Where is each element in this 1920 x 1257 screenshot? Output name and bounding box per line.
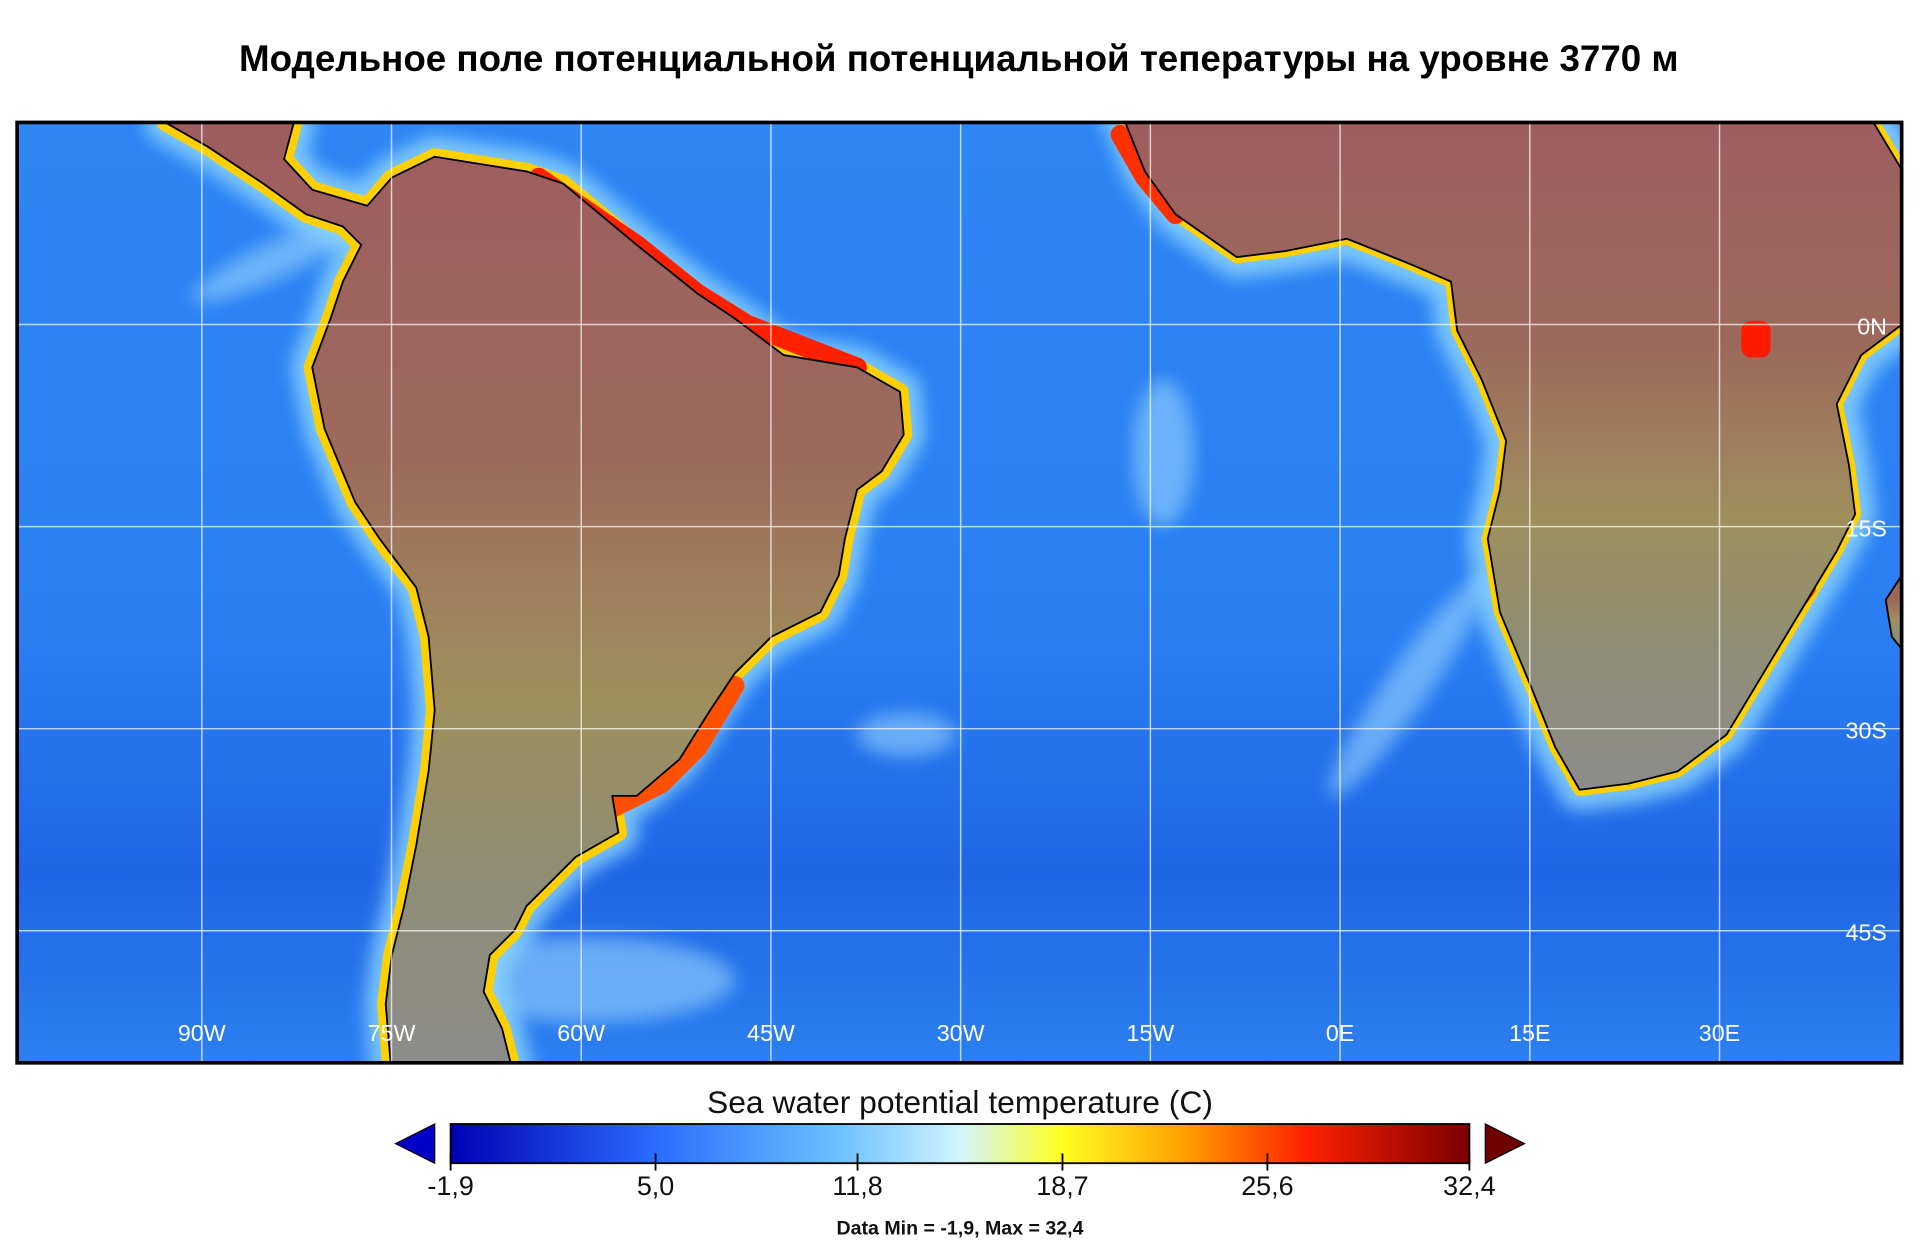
lat-label: 45S — [1846, 920, 1887, 946]
colorbar-tick-label: 25,6 — [1241, 1171, 1293, 1201]
map-frame — [15, 120, 1904, 1065]
lake — [1741, 320, 1771, 358]
africa — [1124, 122, 1902, 791]
lon-label: 15E — [1509, 1020, 1550, 1046]
continents — [164, 122, 1902, 1063]
lon-label: 90W — [178, 1020, 226, 1046]
colorbar — [449, 1123, 1471, 1165]
lon-label: 75W — [368, 1020, 416, 1046]
colorbar-under-arrow — [394, 1123, 436, 1165]
colorbar-tick-label: -1,9 — [427, 1171, 473, 1201]
shelf-features — [192, 212, 1488, 1023]
graticule: 90W 75W 60W 45W 30W 15W 0E 15E 30E 0N 15S 30S 45S — [17, 122, 1902, 1063]
lat-label: 15S — [1846, 515, 1887, 541]
map-area: 90W 75W 60W 45W 30W 15W 0E 15E 30E 0N 15S 30S 45S — [17, 122, 1902, 1063]
lon-label: 0E — [1326, 1020, 1354, 1046]
colorbar-tick-label: 18,7 — [1036, 1171, 1088, 1201]
colorbar-tick-label: 32,4 — [1443, 1171, 1495, 1201]
colorbar-tick-label: 5,0 — [637, 1171, 674, 1201]
colorbar-title: Sea water potential temperature (C) — [707, 1084, 1213, 1120]
lon-label: 30W — [937, 1020, 985, 1046]
colorbar-ticks: -1,9 5,0 11,8 18,7 25,6 32,4 — [427, 1153, 1496, 1201]
south-america — [164, 122, 905, 1063]
colorbar-tick-label: 11,8 — [832, 1171, 882, 1201]
lon-label: 30E — [1699, 1020, 1740, 1046]
title: Модельное поле потенциальной потенциальн… — [239, 38, 1679, 79]
lon-label: 15W — [1126, 1020, 1174, 1046]
lat-label: 30S — [1846, 718, 1887, 744]
lon-label: 45W — [747, 1020, 795, 1046]
madagascar — [1884, 574, 1902, 650]
data-range-note: Data Min = -1,9, Max = 32,4 — [836, 1218, 1083, 1240]
colorbar-over-arrow — [1484, 1123, 1526, 1165]
lat-label: 0N — [1857, 313, 1887, 339]
lon-label: 60W — [557, 1020, 605, 1046]
